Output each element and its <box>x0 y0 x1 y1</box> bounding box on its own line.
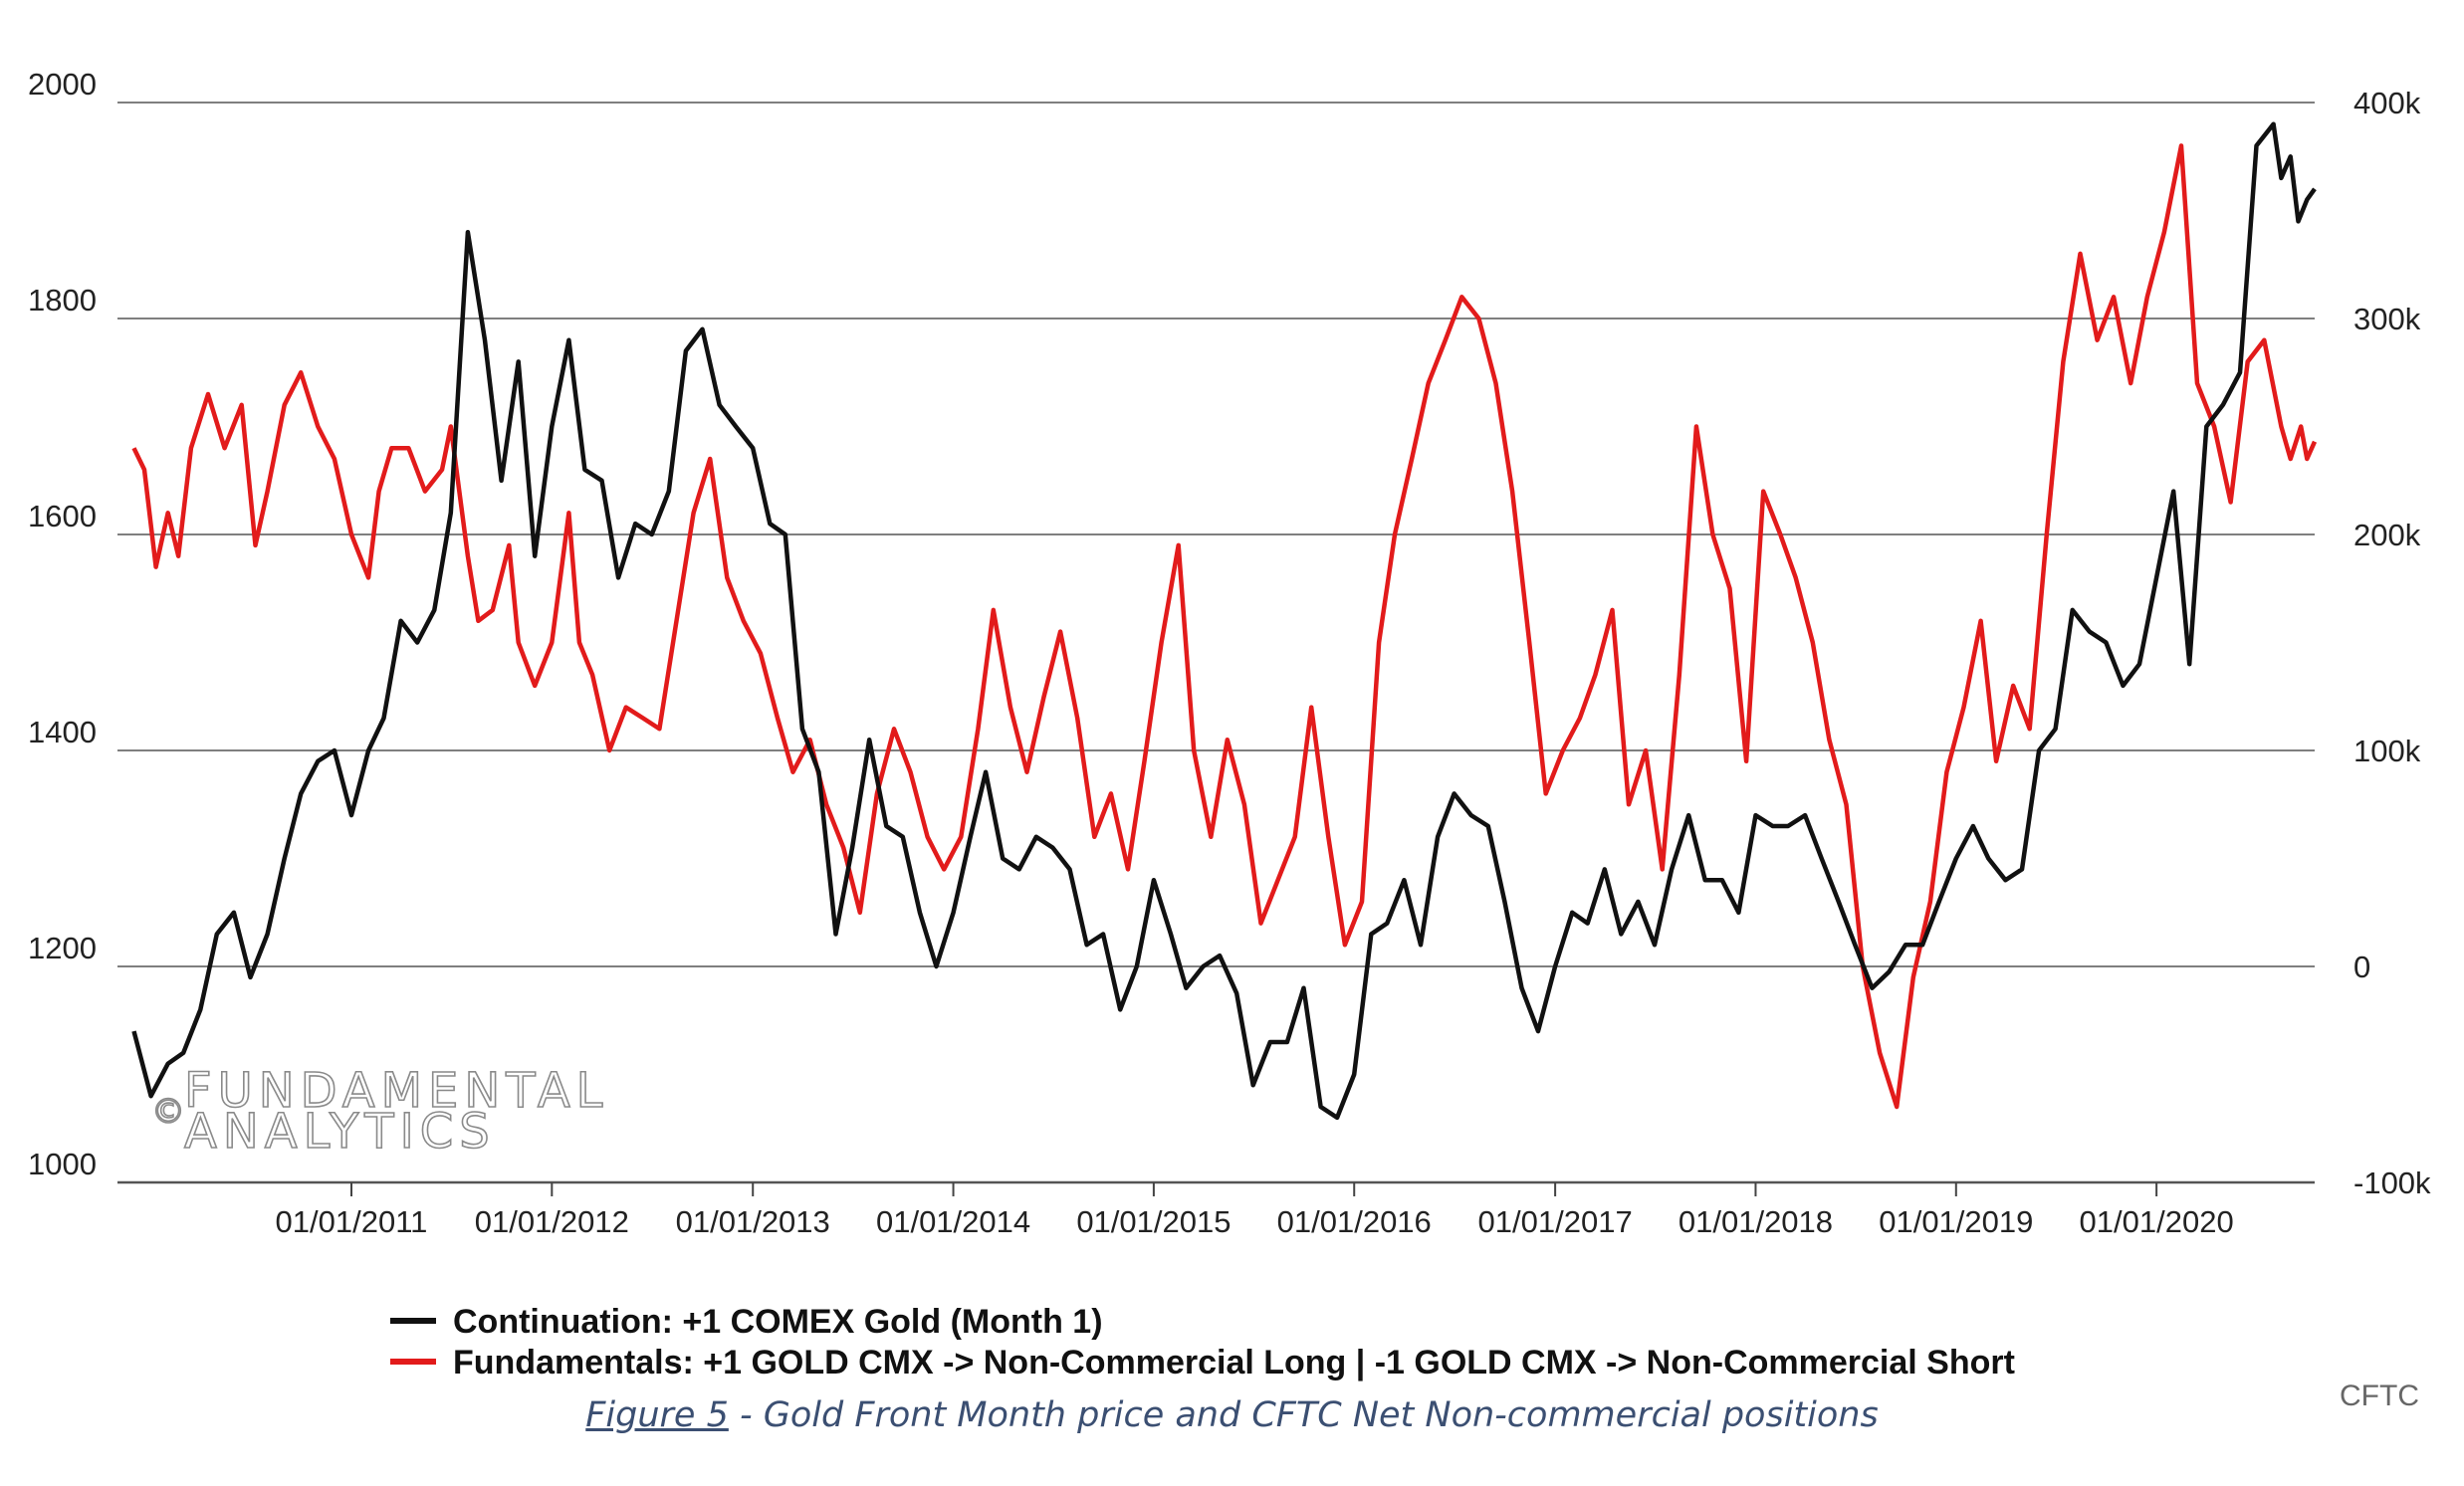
x-tick-label: 01/01/2017 <box>1478 1204 1633 1239</box>
y-right-tick-label: 0 <box>2353 950 2370 984</box>
watermark-line-2: ANALYTICS <box>184 1104 496 1160</box>
watermark-line-1: FUNDAMENTAL <box>184 1063 608 1119</box>
y-left-tick-label: 1800 <box>28 283 97 318</box>
x-tick-label: 01/01/2015 <box>1076 1204 1231 1239</box>
y-left-tick-label: 1200 <box>28 931 97 965</box>
y-right-tick-label: 400k <box>2353 86 2421 120</box>
figure-caption: Figure 5 - Gold Front Month price and CF… <box>0 1395 2464 1435</box>
y-left-tick-label: 2000 <box>28 67 97 102</box>
x-tick-label: 01/01/2012 <box>475 1204 629 1239</box>
copyright-symbol: © <box>151 1092 185 1132</box>
net-positions-line <box>131 143 2318 1110</box>
x-tick-label: 01/01/2011 <box>276 1204 428 1239</box>
series-lines <box>131 121 2318 1121</box>
cropped-axis-label: CFTC <box>2340 1380 2419 1412</box>
y-left-tick-label: 1600 <box>28 499 97 533</box>
y-right-tick-label: 300k <box>2353 302 2421 336</box>
y-left-tick-label: 1000 <box>28 1147 97 1181</box>
figure-caption-text: - Gold Front Month price and CFTC Net No… <box>728 1395 1879 1435</box>
x-tick-label: 01/01/2020 <box>2080 1204 2234 1239</box>
legend: Continuation: +1 COMEX Gold (Month 1) Fu… <box>390 1303 2015 1381</box>
figure-link[interactable]: Figure 5 <box>585 1395 729 1435</box>
y-right-tick-label: 200k <box>2353 518 2421 552</box>
x-tick-label: 01/01/2018 <box>1679 1204 1833 1239</box>
x-tick-label: 01/01/2016 <box>1277 1204 1432 1239</box>
gridlines <box>117 102 2315 1184</box>
y-axis-left: 1000 1200 1400 1600 1800 2000 <box>28 67 97 1181</box>
legend-label-price: Continuation: +1 COMEX Gold (Month 1) <box>453 1303 1103 1341</box>
x-axis: 01/01/2011 01/01/2012 01/01/2013 01/01/2014… <box>276 1182 2234 1239</box>
x-tick-label: 01/01/2019 <box>1879 1204 2033 1239</box>
x-tick-label: 01/01/2014 <box>876 1204 1030 1239</box>
y-right-tick-label: -100k <box>2353 1166 2431 1200</box>
x-tick-label: 01/01/2013 <box>676 1204 830 1239</box>
fundamental-analytics-watermark: © FUNDAMENTAL ANALYTICS <box>150 1062 608 1161</box>
legend-label-positions: Fundamentals: +1 GOLD CMX -> Non-Commerc… <box>453 1344 2015 1381</box>
y-left-tick-label: 1400 <box>28 715 97 749</box>
y-axis-right: -100k 0 100k 200k 300k 400k <box>2353 86 2431 1200</box>
gold-price-line <box>131 121 2317 1121</box>
y-right-tick-label: 100k <box>2353 734 2421 768</box>
